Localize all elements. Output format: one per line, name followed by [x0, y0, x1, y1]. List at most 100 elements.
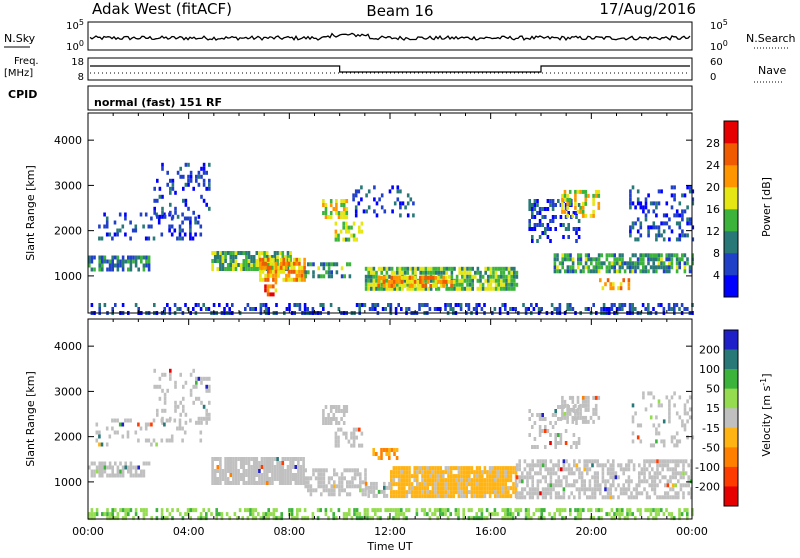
velocity-cell	[496, 474, 500, 479]
power-cell	[382, 283, 386, 288]
power-cell	[500, 270, 503, 275]
velocity-cell	[271, 465, 274, 469]
velocity-cell	[674, 459, 677, 464]
power-cell	[401, 201, 405, 206]
power-cell	[111, 307, 114, 311]
velocity-cell	[264, 516, 268, 521]
velocity-cell	[160, 516, 164, 521]
velocity-cell	[662, 419, 666, 424]
power-cell	[540, 307, 543, 311]
velocity-cell	[559, 441, 563, 445]
power-cell	[500, 282, 503, 287]
velocity-colorbar-swatch	[724, 447, 738, 468]
power-cell	[538, 235, 542, 239]
power-cell	[657, 261, 661, 266]
velocity-cell	[134, 508, 138, 513]
power-colorbar-tick: 16	[706, 203, 720, 216]
power-cell	[403, 275, 406, 280]
power-cell	[618, 303, 621, 307]
power-cell	[279, 261, 283, 266]
power-cell	[424, 275, 427, 280]
power-cell	[319, 303, 322, 307]
velocity-cell	[251, 516, 255, 521]
velocity-cell	[124, 512, 127, 517]
velocity-cell	[581, 403, 585, 408]
power-cell	[531, 215, 534, 219]
power-cell	[461, 270, 464, 275]
velocity-cell	[303, 516, 307, 521]
velocity-cell	[496, 494, 500, 499]
velocity-cell	[418, 486, 422, 491]
power-cell	[435, 266, 438, 271]
velocity-cell	[93, 516, 96, 521]
velocity-cell	[457, 482, 461, 487]
velocity-cell	[625, 491, 628, 496]
velocity-cell	[534, 463, 537, 468]
velocity-cell	[547, 483, 550, 488]
velocity-cell	[649, 415, 653, 420]
velocity-cell	[345, 409, 349, 413]
power-cell	[670, 261, 674, 266]
velocity-cell	[657, 399, 661, 404]
power-cell	[360, 229, 364, 234]
power-cell	[587, 257, 590, 262]
velocity-cell	[260, 465, 264, 469]
velocity-cell	[216, 481, 220, 485]
velocity-cell	[211, 481, 214, 485]
power-cell	[610, 307, 614, 311]
velocity-cell	[552, 463, 555, 468]
velocity-cell	[343, 468, 346, 473]
velocity-cell	[645, 491, 649, 496]
power-cell	[158, 214, 162, 219]
power-cell	[375, 201, 379, 206]
velocity-cell	[333, 468, 336, 473]
power-cell	[681, 253, 684, 258]
velocity-cell	[599, 491, 602, 496]
velocity-cell	[436, 486, 440, 491]
velocity-cell	[219, 469, 222, 473]
power-cell	[481, 286, 485, 291]
velocity-cell	[478, 516, 481, 521]
power-cell	[442, 283, 445, 288]
power-cell	[186, 307, 190, 311]
power-cell	[655, 213, 658, 218]
velocity-cell	[647, 391, 650, 396]
power-cell	[623, 261, 627, 266]
velocity-cell	[200, 400, 203, 405]
velocity-cell	[653, 459, 657, 464]
power-cell	[649, 201, 653, 206]
x-tick-label: 04:00	[173, 525, 205, 538]
velocity-cell	[656, 483, 659, 488]
power-cell	[647, 253, 650, 258]
velocity-cell	[544, 475, 547, 480]
velocity-cell	[178, 418, 182, 423]
power-cell	[589, 213, 593, 218]
power-cell	[639, 205, 643, 210]
power-cell	[447, 279, 451, 284]
power-cell	[239, 263, 243, 267]
velocity-cell	[566, 407, 569, 412]
velocity-cell	[553, 512, 556, 517]
velocity-cell	[333, 492, 336, 497]
velocity-cell	[134, 465, 138, 470]
velocity-cell	[415, 512, 419, 517]
power-cell	[647, 229, 650, 234]
power-cell	[269, 265, 273, 270]
velocity-cell	[449, 486, 453, 491]
velocity-cell	[272, 508, 276, 513]
velocity-cell	[98, 442, 101, 447]
power-cell	[559, 203, 563, 207]
velocity-cell	[518, 475, 521, 480]
velocity-cell	[400, 512, 403, 517]
power-cell	[421, 275, 425, 280]
power-cell	[178, 232, 182, 237]
power-cell	[295, 269, 299, 274]
power-cell	[163, 214, 167, 219]
velocity-cell	[470, 516, 473, 521]
velocity-cell	[446, 508, 450, 513]
power-cell	[152, 236, 156, 241]
power-cell	[202, 198, 206, 203]
velocity-cell	[565, 467, 568, 472]
power-cell	[398, 275, 401, 280]
velocity-cell	[506, 516, 510, 521]
